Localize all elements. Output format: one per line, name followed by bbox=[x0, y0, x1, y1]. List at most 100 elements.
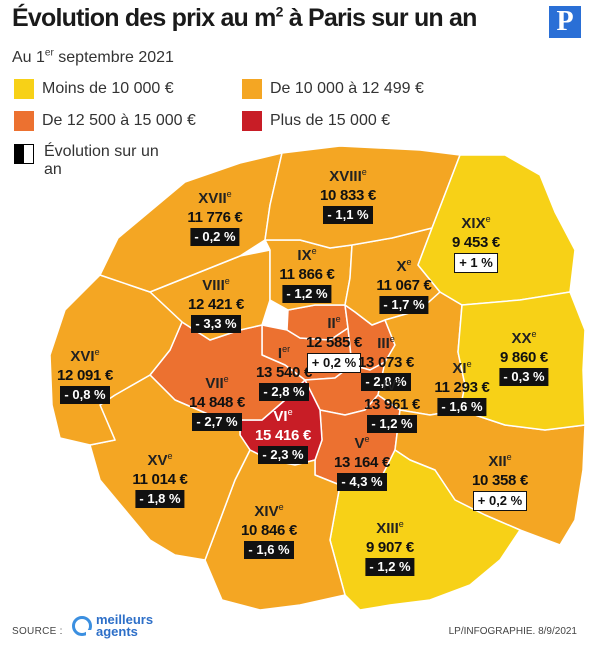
label-x: Xe 11 067 € - 1,7 % bbox=[376, 253, 432, 314]
meilleurs-agents-logo: meilleurs agents bbox=[72, 613, 153, 638]
label-xii: XIIe 10 358 € + 0,2 % bbox=[472, 448, 528, 511]
label-vi: VIe 15 416 € - 2,3 % bbox=[255, 403, 311, 464]
arrondissement-number: IIe bbox=[327, 314, 341, 332]
price-per-m2: 9 453 € bbox=[452, 234, 500, 251]
yearly-change-badge: - 1,6 % bbox=[244, 541, 294, 559]
yearly-change-badge: + 0,2 % bbox=[306, 353, 362, 373]
evolution-swatch-icon bbox=[14, 144, 34, 164]
legend-swatch bbox=[242, 111, 262, 131]
label-xi: XIe 11 293 € - 1,6 % bbox=[434, 355, 490, 416]
label-xx: XXe 9 860 € - 0,3 % bbox=[499, 325, 549, 386]
arrondissement-number: VIIe bbox=[205, 374, 229, 392]
arrondissement-number: XVIIe bbox=[198, 189, 232, 207]
price-per-m2: 10 846 € bbox=[241, 522, 297, 539]
price-per-m2: 9 860 € bbox=[500, 349, 548, 366]
arrondissement-number: VIIIe bbox=[202, 276, 230, 294]
yearly-change-badge: - 3,3 % bbox=[191, 315, 241, 333]
price-per-m2: 14 848 € bbox=[189, 394, 245, 411]
legend-label: Moins de 10 000 € bbox=[42, 80, 174, 97]
label-xviii: XVIIIe 10 833 € - 1,1 % bbox=[320, 163, 376, 224]
le-parisien-logo: P bbox=[549, 6, 581, 38]
district-xvii bbox=[99, 152, 283, 293]
yearly-change-badge: - 1,7 % bbox=[379, 296, 429, 314]
price-per-m2: 11 866 € bbox=[279, 266, 335, 283]
arrondissement-number: XVIIIe bbox=[329, 167, 367, 185]
yearly-change-badge: - 2,3 % bbox=[258, 446, 308, 464]
district-xviii bbox=[264, 145, 461, 249]
arrondissement-number: Ve bbox=[354, 434, 370, 452]
price-per-m2: 12 421 € bbox=[188, 296, 244, 313]
label-xiii: XIIIe 9 907 € - 1,2 % bbox=[365, 515, 415, 576]
arrondissement-number: XIIIe bbox=[376, 519, 404, 537]
yearly-change-badge: + 1 % bbox=[454, 253, 498, 273]
price-per-m2: 13 073 € bbox=[358, 354, 414, 371]
arrondissement-number: XVe bbox=[147, 451, 173, 469]
yearly-change-badge: - 0,8 % bbox=[60, 386, 110, 404]
arrondissement-number: XXe bbox=[511, 329, 537, 347]
arrondissement-number: XIe bbox=[452, 359, 472, 377]
legend-label: De 10 000 à 12 499 € bbox=[270, 80, 424, 97]
label-vii: VIIe 14 848 € - 2,7 % bbox=[189, 370, 245, 431]
price-per-m2: 15 416 € bbox=[255, 427, 311, 444]
subtitle: Au 1er septembre 2021 bbox=[12, 48, 174, 67]
label-xiv: XIVe 10 846 € - 1,6 % bbox=[241, 498, 297, 559]
yearly-change-badge: - 1,2 % bbox=[282, 285, 332, 303]
label-iv: IVe 13 961 € - 1,2 % bbox=[364, 372, 420, 433]
arrondissement-number: XIIe bbox=[488, 452, 512, 470]
price-per-m2: 12 091 € bbox=[57, 367, 113, 384]
arrondissement-number: IVe bbox=[382, 376, 402, 394]
label-xvii: XVIIe 11 776 € - 0,2 % bbox=[187, 185, 243, 246]
label-i: Ier 13 540 € - 2,8 % bbox=[256, 340, 312, 401]
label-ii: IIe 12 585 € + 0,2 % bbox=[306, 310, 362, 373]
legend-swatch bbox=[242, 79, 262, 99]
evolution-legend-label: Évolution sur un an bbox=[44, 143, 159, 178]
yearly-change-badge: - 1,6 % bbox=[437, 398, 487, 416]
label-viii: VIIIe 12 421 € - 3,3 % bbox=[188, 272, 244, 333]
yearly-change-badge: - 2,8 % bbox=[259, 383, 309, 401]
label-xvi: XVIe 12 091 € - 0,8 % bbox=[57, 343, 113, 404]
label-ix: IXe 11 866 € - 1,2 % bbox=[279, 242, 335, 303]
credit: LP/INFOGRAPHIE. 8/9/2021 bbox=[448, 626, 577, 637]
price-per-m2: 10 358 € bbox=[472, 472, 528, 489]
price-per-m2: 12 585 € bbox=[306, 334, 362, 351]
legend-item: Plus de 15 000 € bbox=[242, 110, 390, 132]
arrondissement-number: XVIe bbox=[70, 347, 100, 365]
arrondissement-number: IIIe bbox=[377, 334, 395, 352]
legend-swatch bbox=[14, 79, 34, 99]
source-label: SOURCE : bbox=[12, 626, 63, 637]
price-per-m2: 13 164 € bbox=[334, 454, 390, 471]
yearly-change-badge: - 2,8 % bbox=[361, 373, 411, 391]
yearly-change-badge: - 2,7 % bbox=[192, 413, 242, 431]
price-per-m2: 9 907 € bbox=[366, 539, 414, 556]
arrondissement-number: VIe bbox=[273, 407, 293, 425]
arrondissement-number: IXe bbox=[297, 246, 317, 264]
label-xix: XIXe 9 453 € + 1 % bbox=[452, 210, 500, 273]
legend-item: De 12 500 à 15 000 € bbox=[14, 110, 196, 132]
arrondissement-number: XIXe bbox=[461, 214, 491, 232]
page-title: Évolution des prix au m2 à Paris sur un … bbox=[12, 4, 477, 33]
label-v: Ve 13 164 € - 4,3 % bbox=[334, 430, 390, 491]
arrondissement-number: Xe bbox=[396, 257, 412, 275]
price-per-m2: 13 540 € bbox=[256, 364, 312, 381]
label-iii: IIIe 13 073 € - 2,8 % bbox=[358, 330, 414, 391]
meilleurs-agents-ring-icon bbox=[72, 616, 93, 637]
legend-item: Moins de 10 000 € bbox=[14, 78, 174, 100]
legend-label: Plus de 15 000 € bbox=[270, 112, 391, 129]
yearly-change-badge: - 4,3 % bbox=[337, 473, 387, 491]
yearly-change-badge: + 0,2 % bbox=[472, 491, 528, 511]
legend-label: De 12 500 à 15 000 € bbox=[42, 112, 196, 129]
arrondissement-number: Ier bbox=[277, 344, 291, 362]
legend-item: De 10 000 à 12 499 € bbox=[242, 78, 424, 100]
legend-swatch bbox=[14, 111, 34, 131]
yearly-change-badge: - 1,2 % bbox=[367, 415, 417, 433]
arrondissement-number: XIVe bbox=[254, 502, 284, 520]
yearly-change-badge: - 0,2 % bbox=[190, 228, 240, 246]
district-xx bbox=[457, 291, 586, 431]
price-per-m2: 11 293 € bbox=[434, 379, 490, 396]
price-per-m2: 11 014 € bbox=[132, 471, 188, 488]
price-per-m2: 11 067 € bbox=[376, 277, 432, 294]
price-per-m2: 10 833 € bbox=[320, 187, 376, 204]
price-per-m2: 13 961 € bbox=[364, 396, 420, 413]
yearly-change-badge: - 0,3 % bbox=[499, 368, 549, 386]
